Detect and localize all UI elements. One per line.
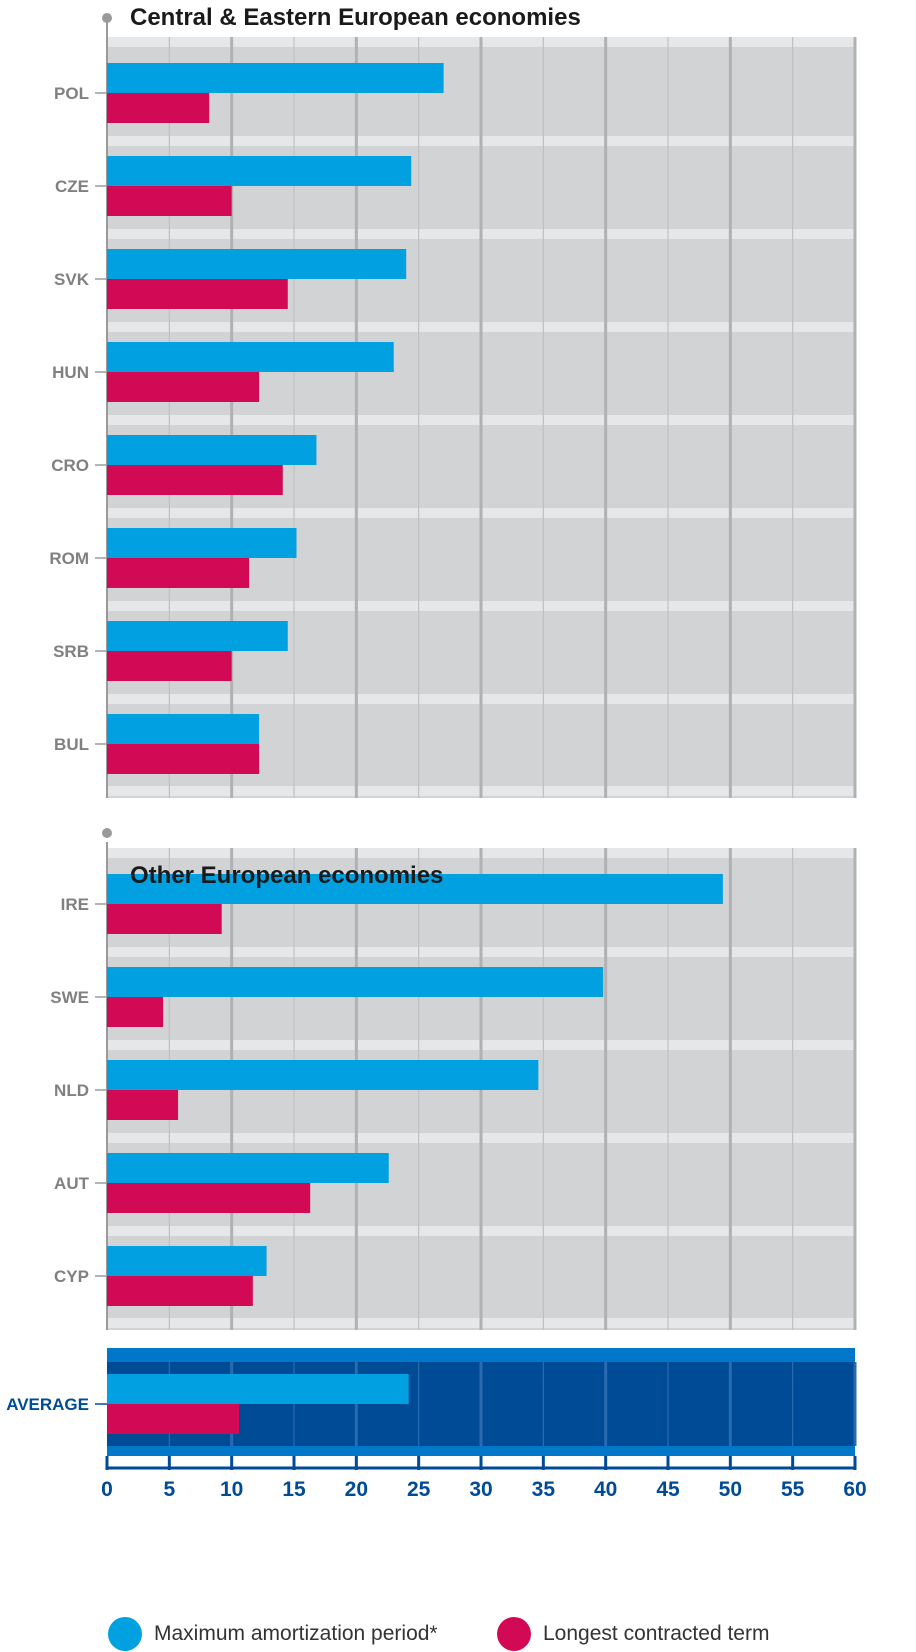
x-tick-label-50: 50	[719, 1478, 742, 1501]
panel-average: AVERAGE	[6, 1348, 857, 1456]
x-tick-label-35: 35	[532, 1478, 556, 1501]
bar-longest-term-ire	[107, 904, 222, 934]
title-marker-dot	[102, 828, 112, 838]
x-tick-label-30: 30	[469, 1478, 492, 1501]
bar-longest-term-cro	[107, 465, 283, 495]
bar-max-amortization-pol	[107, 63, 444, 93]
category-label-srb: SRB	[53, 642, 89, 661]
category-label-cyp: CYP	[54, 1267, 89, 1286]
category-label-pol: POL	[54, 84, 89, 103]
x-tick-label-45: 45	[656, 1478, 680, 1501]
category-label-cro: CRO	[51, 456, 89, 475]
x-tick-label-20: 20	[345, 1478, 368, 1501]
category-label-nld: NLD	[54, 1081, 89, 1100]
category-label-rom: ROM	[49, 549, 89, 568]
legend-longest-term: Longest contracted term	[497, 1616, 769, 1652]
category-label-svk: SVK	[54, 270, 90, 289]
bar-longest-term-srb	[107, 651, 232, 681]
panel-0: POL CZE SVK HUN CRO ROM SRB BUL	[49, 13, 857, 798]
x-tick-label-25: 25	[407, 1478, 431, 1501]
bar-longest-term-cyp	[107, 1276, 253, 1306]
panel-1: IRE SWE NLD AUT CYP	[50, 828, 857, 1330]
bar-max-amortization-cro	[107, 435, 317, 465]
bar-longest-term-svk	[107, 279, 288, 309]
legend-swatch-red	[497, 1617, 531, 1651]
cee-panel-title: Central & Eastern European economies	[130, 4, 581, 31]
bar-longest-term-rom	[107, 558, 250, 588]
bar-max-amortization-svk	[107, 249, 407, 279]
bar-longest-term-swe	[107, 997, 164, 1027]
bar-max-amortization-cyp	[107, 1246, 267, 1276]
category-label-aut: AUT	[54, 1174, 90, 1193]
category-label-bul: BUL	[54, 735, 89, 754]
bar-longest-term-aut	[107, 1183, 311, 1213]
bar-max-amortization-nld	[107, 1060, 539, 1090]
bar-max-amortization-average	[107, 1374, 409, 1404]
bar-max-amortization-hun	[107, 342, 394, 372]
bar-longest-term-cze	[107, 186, 232, 216]
bar-longest-term-hun	[107, 372, 260, 402]
x-tick-label-5: 5	[163, 1478, 175, 1501]
x-tick-label-0: 0	[101, 1478, 113, 1501]
x-tick-label-60: 60	[843, 1478, 866, 1501]
bar-max-amortization-ire	[107, 874, 723, 904]
legend-label-max-amortization: Maximum amortization period*	[154, 1622, 438, 1645]
bar-max-amortization-aut	[107, 1153, 389, 1183]
bar-max-amortization-bul	[107, 714, 260, 744]
bar-max-amortization-srb	[107, 621, 288, 651]
bar-longest-term-nld	[107, 1090, 179, 1120]
category-label-cze: CZE	[55, 177, 89, 196]
other-panel-title: Other European economies	[130, 862, 444, 889]
bar-max-amortization-swe	[107, 967, 604, 997]
category-label-hun: HUN	[52, 363, 89, 382]
legend-max-amortization: Maximum amortization period*	[108, 1616, 438, 1652]
bar-longest-term-average	[107, 1404, 240, 1434]
bar-longest-term-pol	[107, 93, 210, 123]
x-tick-label-15: 15	[282, 1478, 306, 1501]
x-axis: 0 5 10 15 20 25 30 35 40 45 50 55 60	[101, 1456, 867, 1501]
x-tick-label-55: 55	[781, 1478, 805, 1501]
category-label-ire: IRE	[61, 895, 89, 914]
legend-swatch-blue	[108, 1617, 142, 1651]
x-tick-label-10: 10	[220, 1478, 243, 1501]
legend-label-longest-term: Longest contracted term	[543, 1622, 770, 1645]
category-label-swe: SWE	[50, 988, 89, 1007]
category-label-average: AVERAGE	[6, 1395, 89, 1414]
bar-max-amortization-rom	[107, 528, 297, 558]
bar-longest-term-bul	[107, 744, 260, 774]
x-tick-label-40: 40	[594, 1478, 617, 1501]
bar-max-amortization-cze	[107, 156, 412, 186]
